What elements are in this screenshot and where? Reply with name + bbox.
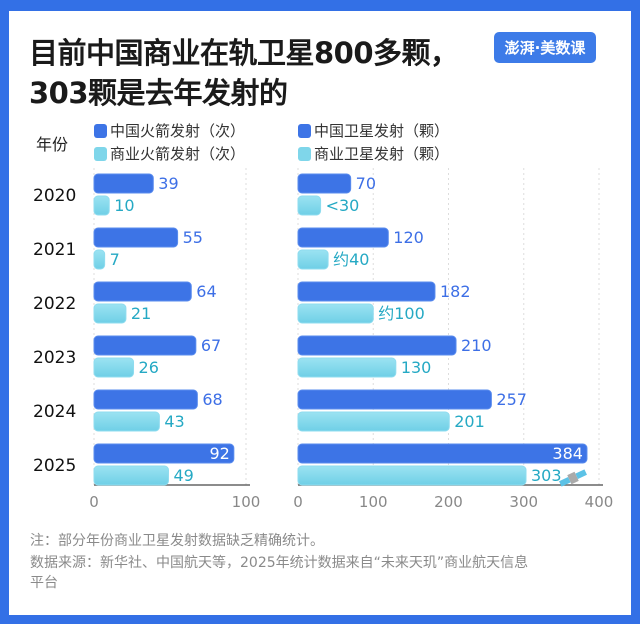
- year-label: 2025: [33, 456, 77, 476]
- commercial-bar: [297, 249, 329, 270]
- china-bar: [297, 335, 457, 356]
- china-bar: [297, 173, 352, 194]
- china-bar: [93, 389, 198, 410]
- legend-commercial-rocket: 商业火箭发射（次）: [94, 143, 245, 164]
- legend-label: 中国火箭发射（次）: [110, 122, 246, 140]
- commercial-bar: [297, 303, 374, 324]
- value-label: 7: [110, 250, 120, 269]
- value-label: 92: [209, 444, 229, 463]
- x-tick-label: 100: [232, 493, 261, 511]
- commercial-bar: [93, 357, 135, 378]
- legend-china-satellite: 中国卫星发射（颗）: [298, 120, 449, 141]
- legend-swatch: [298, 123, 311, 138]
- value-label: <30: [326, 196, 360, 215]
- source: 数据来源：新华社、中国航天等，2025年统计数据来自“未来天玑”商业航天信息: [30, 555, 529, 571]
- title-line-1: 目前中国商业在轨卫星800多颗，: [29, 36, 459, 70]
- value-label: 约100: [378, 304, 425, 323]
- china-bar: [93, 443, 235, 464]
- legend-china-rocket: 中国火箭发射（次）: [94, 120, 245, 141]
- value-label: 201: [454, 412, 485, 431]
- value-label: 21: [131, 304, 151, 323]
- year-label: 2020: [33, 186, 77, 206]
- commercial-bar: [93, 303, 127, 324]
- x-tick-label: 400: [585, 493, 614, 511]
- china-bar: [93, 335, 197, 356]
- chart-title: 目前中国商业在轨卫星800多颗， 303颗是去年发射的: [29, 33, 459, 113]
- legend-swatch: [94, 123, 107, 138]
- china-bar: [297, 443, 588, 464]
- value-label: 257: [496, 390, 527, 409]
- value-label: 68: [202, 390, 222, 409]
- x-tick-label: 300: [509, 493, 538, 511]
- commercial-bar: [297, 195, 322, 216]
- year-header: 年份: [36, 135, 69, 154]
- legend-label: 商业卫星发射（颗）: [314, 145, 450, 163]
- value-label: 130: [401, 358, 432, 377]
- commercial-bar: [297, 465, 527, 486]
- value-label: 384: [552, 444, 583, 463]
- x-tick-label: 100: [359, 493, 388, 511]
- note: 注：部分年份商业卫星发射数据缺乏精确统计。: [30, 533, 324, 549]
- value-label: 210: [461, 336, 492, 355]
- value-label: 43: [164, 412, 184, 431]
- commercial-bar: [297, 357, 397, 378]
- china-bar: [93, 173, 154, 194]
- china-bar: [93, 281, 192, 302]
- value-label: 49: [173, 466, 193, 485]
- commercial-bar: [93, 465, 169, 486]
- year-label: 2024: [33, 402, 77, 422]
- value-label: 67: [201, 336, 221, 355]
- year-label: 2023: [33, 348, 77, 368]
- source-cont: 平台: [30, 575, 58, 591]
- china-bar: [93, 227, 179, 248]
- logo: 澎湃·美数课: [494, 32, 596, 63]
- satellite-icon: [559, 469, 587, 487]
- x-tick-label: 0: [293, 493, 303, 511]
- value-label: 39: [158, 174, 178, 193]
- commercial-bar: [297, 411, 450, 432]
- value-label: 303: [531, 466, 562, 485]
- legend-label: 中国卫星发射（颗）: [314, 122, 450, 140]
- value-label: 120: [393, 228, 424, 247]
- value-label: 64: [196, 282, 216, 301]
- legend-commercial-satellite: 商业卫星发射（颗）: [298, 143, 449, 164]
- legend-label: 商业火箭发射（次）: [110, 145, 246, 163]
- value-label: 约40: [333, 250, 369, 269]
- title-line-2: 303颗是去年发射的: [29, 76, 288, 110]
- commercial-bar: [93, 411, 160, 432]
- year-label: 2021: [33, 240, 77, 260]
- legend-swatch: [298, 146, 311, 161]
- x-tick-label: 0: [89, 493, 99, 511]
- year-label: 2022: [33, 294, 77, 314]
- value-label: 10: [114, 196, 134, 215]
- x-tick-label: 200: [434, 493, 463, 511]
- value-label: 55: [183, 228, 203, 247]
- value-label: 182: [440, 282, 471, 301]
- value-label: 70: [356, 174, 376, 193]
- commercial-bar: [93, 249, 106, 270]
- value-label: 26: [139, 358, 159, 377]
- legend-swatch: [94, 146, 107, 161]
- china-bar: [297, 389, 492, 410]
- china-bar: [297, 227, 389, 248]
- china-bar: [297, 281, 436, 302]
- commercial-bar: [93, 195, 110, 216]
